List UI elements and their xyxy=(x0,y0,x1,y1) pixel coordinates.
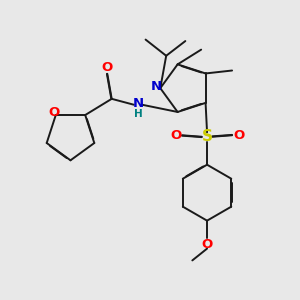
Text: O: O xyxy=(170,129,181,142)
Text: O: O xyxy=(102,61,113,74)
Text: N: N xyxy=(133,97,144,110)
Text: N: N xyxy=(150,80,161,93)
Text: H: H xyxy=(134,109,142,118)
Text: O: O xyxy=(49,106,60,118)
Text: S: S xyxy=(202,129,213,144)
Text: O: O xyxy=(201,238,213,251)
Text: O: O xyxy=(233,129,244,142)
